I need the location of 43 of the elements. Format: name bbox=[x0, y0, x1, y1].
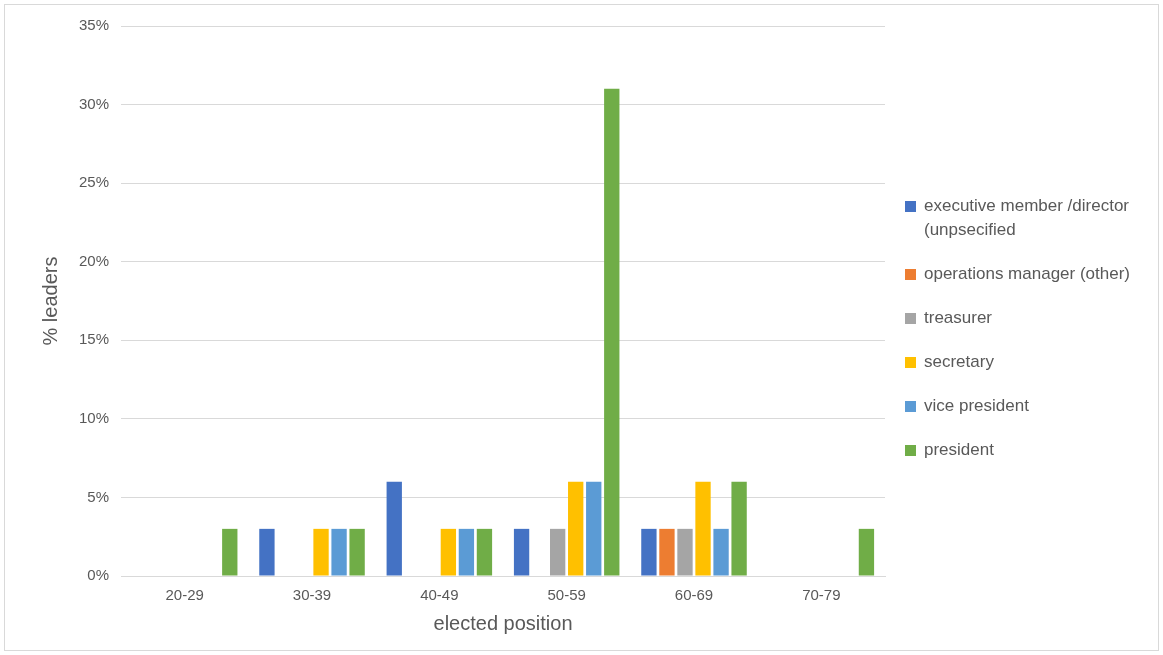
bar bbox=[331, 528, 347, 576]
y-tick-label: 30% bbox=[78, 94, 110, 112]
y-tick-label: 10% bbox=[78, 409, 110, 426]
x-tick-label: 20-29 bbox=[165, 586, 204, 604]
y-tick-label: 15% bbox=[78, 330, 110, 348]
bar bbox=[641, 528, 657, 576]
legend-label: vice president bbox=[924, 394, 1029, 417]
bar bbox=[604, 88, 620, 576]
bar bbox=[259, 528, 275, 576]
x-tick-label: 70-79 bbox=[802, 586, 841, 604]
legend-label: president bbox=[924, 438, 994, 461]
x-axis-title: elected position bbox=[433, 611, 573, 634]
y-tick-label: 25% bbox=[78, 173, 110, 191]
legend-label: secretary bbox=[924, 350, 994, 373]
bar bbox=[695, 481, 711, 576]
legend-label: executive member /director (unpsecified bbox=[924, 194, 1131, 241]
bar bbox=[568, 481, 584, 576]
bar bbox=[349, 528, 365, 576]
bar bbox=[313, 528, 329, 576]
y-tick-label: 35% bbox=[78, 16, 110, 34]
bar bbox=[858, 528, 875, 576]
bar bbox=[713, 528, 729, 576]
y-tick-label: 20% bbox=[78, 251, 110, 269]
bar bbox=[440, 528, 457, 576]
bar bbox=[458, 528, 475, 576]
x-tick-label: 50-59 bbox=[547, 586, 586, 604]
bar bbox=[222, 528, 238, 576]
y-axis-title: % leaders bbox=[38, 256, 61, 346]
bar bbox=[476, 528, 493, 576]
bar bbox=[549, 528, 566, 576]
bar bbox=[677, 528, 693, 576]
bar bbox=[659, 528, 675, 576]
bar bbox=[586, 481, 602, 576]
legend-label: operations manager (other) bbox=[924, 262, 1131, 285]
bar bbox=[386, 481, 402, 576]
x-tick-label: 30-39 bbox=[292, 586, 332, 604]
bar bbox=[513, 528, 530, 576]
x-tick-label: 60-69 bbox=[674, 586, 714, 604]
bar bbox=[731, 481, 747, 576]
y-tick-label: 5% bbox=[87, 487, 110, 505]
y-tick-label: 0% bbox=[87, 566, 110, 584]
x-tick-label: 40-49 bbox=[420, 586, 459, 604]
legend-label: treasurer bbox=[924, 306, 993, 329]
